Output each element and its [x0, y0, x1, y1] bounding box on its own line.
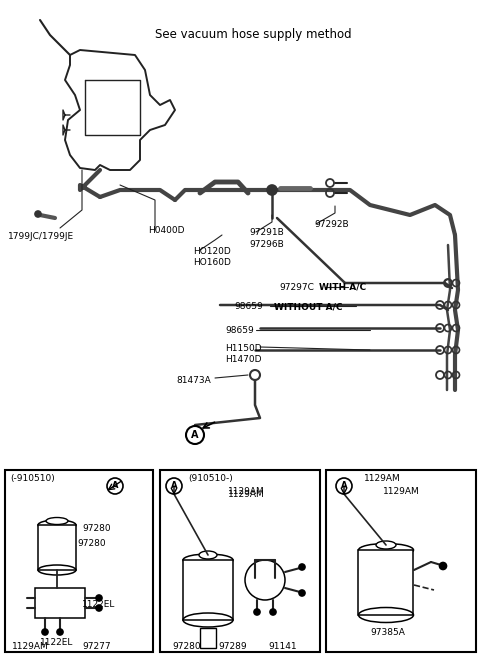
Text: 97385A: 97385A — [370, 628, 405, 637]
Text: 1122EL: 1122EL — [40, 638, 73, 647]
Text: HO160D: HO160D — [193, 258, 231, 267]
Text: 97291B: 97291B — [249, 228, 284, 237]
Text: 98659: 98659 — [234, 302, 263, 311]
Text: 97292B: 97292B — [314, 220, 348, 229]
Ellipse shape — [38, 520, 76, 530]
Text: 97296B: 97296B — [249, 240, 284, 249]
Circle shape — [96, 605, 102, 611]
Text: WITHOUT A/C: WITHOUT A/C — [274, 302, 343, 311]
Ellipse shape — [46, 518, 68, 524]
Text: 97289: 97289 — [218, 642, 247, 651]
Text: WITH A/C: WITH A/C — [319, 283, 366, 292]
Text: A: A — [341, 482, 347, 491]
Text: 1129AM: 1129AM — [12, 642, 49, 651]
Circle shape — [35, 211, 41, 217]
Circle shape — [299, 590, 305, 596]
Bar — [35, 588, 85, 618]
Circle shape — [254, 609, 260, 615]
Text: 97280: 97280 — [172, 642, 201, 651]
Bar — [183, 560, 233, 620]
Text: 1129AM: 1129AM — [364, 474, 401, 483]
Circle shape — [42, 629, 48, 635]
Circle shape — [96, 595, 102, 601]
Ellipse shape — [359, 543, 413, 556]
Ellipse shape — [183, 554, 233, 566]
Text: See vacuum hose supply method: See vacuum hose supply method — [155, 28, 352, 41]
Text: 1799JC/1799JE: 1799JC/1799JE — [8, 232, 74, 241]
Text: (-910510): (-910510) — [10, 474, 55, 483]
Circle shape — [270, 609, 276, 615]
Text: 97277: 97277 — [82, 642, 110, 651]
Ellipse shape — [376, 541, 396, 549]
Circle shape — [267, 185, 277, 195]
Ellipse shape — [199, 551, 217, 559]
Bar — [38, 525, 76, 570]
Bar — [326, 470, 476, 652]
Text: 97280: 97280 — [82, 524, 110, 533]
Bar — [200, 628, 216, 648]
Circle shape — [440, 562, 446, 570]
Text: H1470D: H1470D — [225, 355, 262, 364]
Text: (910510-): (910510-) — [188, 474, 233, 483]
Circle shape — [57, 629, 63, 635]
Text: H1150D: H1150D — [225, 344, 262, 353]
Bar — [5, 470, 153, 652]
Bar — [160, 470, 320, 652]
Bar — [358, 550, 413, 615]
Text: HO120D: HO120D — [193, 247, 231, 256]
Text: 81473A: 81473A — [176, 376, 211, 385]
Text: 97280: 97280 — [77, 539, 106, 547]
Text: 1122EL: 1122EL — [82, 600, 115, 609]
Text: 97297C: 97297C — [279, 283, 314, 292]
Text: 98659: 98659 — [225, 326, 254, 335]
Text: H0400D: H0400D — [148, 226, 184, 235]
Text: A: A — [112, 482, 118, 491]
Text: 1129AM: 1129AM — [383, 487, 420, 496]
Text: A: A — [171, 482, 177, 491]
Text: 91141: 91141 — [268, 642, 297, 651]
Text: 1129AM: 1129AM — [228, 487, 265, 496]
Circle shape — [299, 564, 305, 570]
Text: A: A — [191, 430, 199, 440]
Text: 1129AM: 1129AM — [228, 490, 265, 499]
